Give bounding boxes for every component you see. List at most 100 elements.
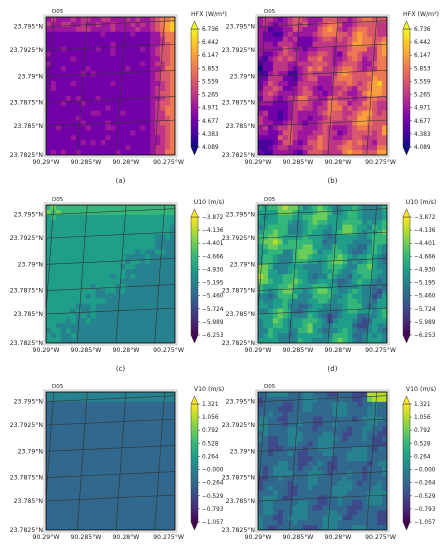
- panel-a: D0523.795°N23.7925°N23.79°N23.7875°N23.7…: [10, 9, 227, 185]
- heatmap-cell: [120, 451, 126, 457]
- heatmap-cell: [85, 323, 92, 329]
- heatmap-cell: [170, 313, 175, 319]
- heatmap-cell: [80, 249, 87, 255]
- heatmap-cell: [347, 500, 353, 506]
- heatmap-cell: [115, 288, 121, 295]
- heatmap-cell: [160, 500, 166, 506]
- heatmap-cell: [302, 426, 309, 432]
- heatmap-cell: [170, 515, 175, 521]
- heatmap-cell: [55, 105, 62, 112]
- heatmap-cell: [352, 510, 358, 516]
- heatmap-cell: [382, 145, 387, 151]
- heatmap-cell: [145, 411, 151, 418]
- heatmap-cell: [382, 436, 387, 442]
- heatmap-cell: [150, 100, 156, 107]
- heatmap-cell: [55, 90, 62, 97]
- heatmap-cell: [130, 140, 136, 146]
- heatmap-cell: [160, 249, 166, 255]
- heatmap-cell: [332, 130, 338, 136]
- heatmap-cell: [46, 465, 52, 472]
- heatmap-cell: [377, 125, 383, 131]
- heatmap-cell: [302, 323, 309, 329]
- heatmap-cell: [70, 333, 77, 339]
- heatmap-cell: [382, 115, 387, 121]
- heatmap-cell: [70, 495, 77, 501]
- heatmap-cell: [60, 21, 67, 28]
- heatmap-cell: [100, 328, 106, 334]
- heatmap-cell: [130, 239, 136, 245]
- heatmap-cell: [150, 90, 156, 97]
- heatmap-cell: [100, 41, 106, 47]
- heatmap-cell: [50, 41, 57, 47]
- heatmap-cell: [357, 465, 363, 472]
- heatmap-cell: [317, 461, 323, 467]
- heatmap-cell: [262, 90, 269, 97]
- heatmap-cell: [322, 81, 328, 87]
- heatmap-cell: [297, 269, 304, 275]
- heatmap-cell: [332, 475, 338, 482]
- heatmap-cell: [307, 485, 313, 491]
- heatmap-cell: [75, 254, 82, 260]
- meridian-line: [327, 17, 339, 155]
- heatmap-cell: [135, 66, 141, 72]
- heatmap-cell: [307, 135, 313, 141]
- heatmap-cell: [317, 406, 323, 413]
- heatmap-cell: [120, 411, 126, 418]
- heatmap-cell: [282, 500, 289, 506]
- heatmap-cell: [312, 110, 318, 116]
- heatmap-cell: [160, 426, 166, 432]
- heatmap-cell: [55, 401, 62, 408]
- heatmap-cell: [160, 219, 166, 226]
- heatmap-cell: [332, 150, 338, 155]
- heatmap-cell: [60, 224, 67, 231]
- heatmap-cell: [282, 66, 289, 72]
- heatmap-cell: [362, 392, 368, 398]
- heatmap-cell: [170, 259, 175, 265]
- heatmap-cell: [282, 293, 289, 300]
- heatmap-cell: [382, 515, 387, 521]
- heatmap-cell: [65, 239, 72, 245]
- heatmap-cell: [287, 21, 294, 28]
- heatmap-cell: [377, 269, 383, 275]
- heatmap-cell: [352, 446, 358, 452]
- heatmap-cell: [145, 150, 151, 155]
- heatmap-cell: [100, 421, 106, 427]
- heatmap-cell: [258, 313, 264, 319]
- heatmap-cell: [357, 293, 363, 300]
- heatmap-cell: [50, 249, 57, 255]
- heatmap-cell: [327, 461, 333, 467]
- heatmap-cell: [367, 269, 373, 275]
- heatmap-cell: [95, 140, 101, 146]
- heatmap-cell: [367, 249, 373, 255]
- heatmap-cell: [342, 81, 348, 87]
- heatmap-cell: [272, 298, 279, 304]
- heatmap-cell: [110, 17, 116, 23]
- heatmap-cell: [312, 269, 318, 275]
- heatmap-cell: [347, 100, 353, 107]
- heatmap-cell: [357, 269, 363, 275]
- heatmap-cell: [262, 81, 269, 87]
- heatmap-cell: [165, 224, 171, 231]
- heatmap-cell: [267, 288, 274, 295]
- heatmap-cell: [277, 436, 284, 442]
- heatmap-cell: [100, 303, 106, 309]
- heatmap-cell: [357, 431, 363, 437]
- heatmap-cell: [362, 244, 368, 250]
- heatmap-cell: [145, 456, 151, 462]
- heatmap-cell: [110, 436, 116, 442]
- heatmap-cell: [258, 441, 264, 447]
- heatmap-cell: [95, 406, 101, 413]
- heatmap-cell: [160, 264, 166, 270]
- heatmap-cell: [367, 224, 373, 231]
- heatmap-cell: [347, 81, 353, 87]
- heatmap-cell: [317, 41, 323, 47]
- heatmap-cell: [357, 86, 363, 92]
- heatmap-cell: [347, 224, 353, 231]
- heatmap-cell: [297, 110, 304, 116]
- heatmap-cell: [105, 209, 111, 216]
- heatmap-cell: [80, 401, 87, 408]
- heatmap-cell: [95, 239, 101, 245]
- lon-label: 90.285°W: [283, 533, 314, 541]
- heatmap-cell: [135, 510, 141, 516]
- heatmap-cell: [292, 244, 299, 250]
